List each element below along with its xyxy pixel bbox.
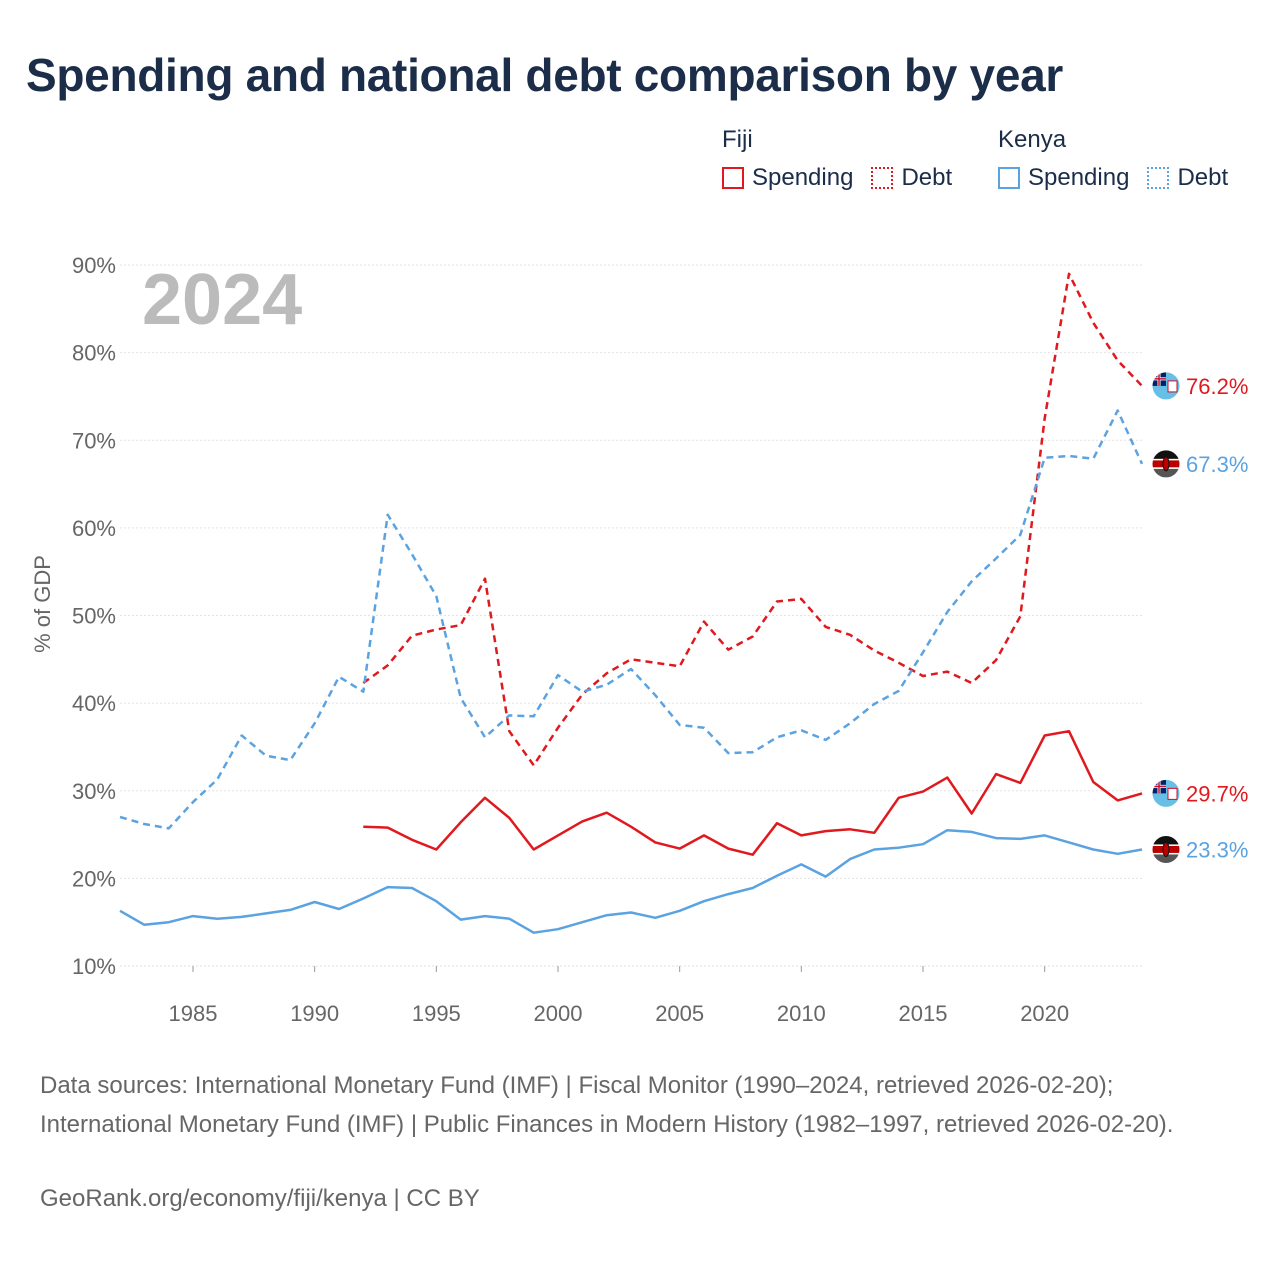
legend-label: Debt [1177,164,1229,191]
series-line-fiji-spending [363,729,1143,856]
y-axis: 10% 20% 30% 40% 50% 60% 70% 80% 90% [72,253,116,979]
chart-title: Spending and national debt comparison by… [26,49,1063,101]
x-tick-label: 2000 [534,1001,583,1026]
x-tick-label: 2020 [1020,1001,1069,1026]
legend-item-fiji-spending[interactable]: Spending [722,164,853,192]
y-tick-label: 10% [72,954,116,979]
legend-country-fiji: Fiji [722,126,753,153]
x-tick-label: 1995 [412,1001,461,1026]
line-chart: 10% 20% 30% 40% 50% 60% 70% 80% 90% 1985 1990 1995… [30,253,1248,1026]
y-tick-label: 50% [72,604,116,629]
end-value-label: 67.3% [1186,452,1248,477]
legend-fiji: Fiji Spending Debt [722,126,970,192]
y-axis-label: % of GDP [30,555,55,653]
x-tick-label: 2015 [899,1001,948,1026]
x-tick-label: 1990 [290,1001,339,1026]
x-tick-label: 2010 [777,1001,826,1026]
end-markers: 76.2% 67.3% 29.7% 23.3% [1151,371,1248,864]
legend-swatch-dotted [1147,167,1170,189]
legend-label: Spending [752,164,854,191]
x-tick-label: 1985 [169,1001,218,1026]
end-value-label: 23.3% [1186,837,1248,862]
y-tick-label: 60% [72,516,116,541]
y-tick-label: 70% [72,428,116,453]
kenya-flag-icon [1151,449,1181,479]
fiji-flag-icon [1151,371,1181,401]
year-watermark: 2024 [142,260,302,340]
end-value-label: 76.2% [1186,374,1248,399]
x-tick-label: 2005 [655,1001,704,1026]
y-tick-label: 30% [72,779,116,804]
end-value-label: 29.7% [1186,781,1248,806]
legend-item-kenya-debt[interactable]: Debt [1147,164,1228,192]
kenya-flag-icon [1151,834,1181,864]
x-axis: 1985 1990 1995 2000 2005 2010 2015 2020 [169,966,1069,1026]
series-line-fiji-debt [362,272,1143,767]
series-line-kenya-debt [119,409,1144,830]
series-lines [119,272,1144,934]
fiji-flag-icon [1151,778,1181,808]
legend-country-kenya: Kenya [998,126,1067,153]
grid-lines [120,264,1142,967]
legend-label: Spending [1028,164,1130,191]
y-tick-label: 40% [72,691,116,716]
series-line-kenya-spending [119,828,1143,934]
legend-kenya: Kenya Spending Debt [998,126,1228,192]
legend-swatch-solid [998,167,1020,189]
y-tick-label: 80% [72,341,116,366]
legend-item-kenya-spending[interactable]: Spending [998,164,1129,192]
legend-swatch-dotted [871,167,894,189]
data-sources: Data sources: International Monetary Fun… [40,1072,1174,1138]
credit-link[interactable]: GeoRank.org/economy/fiji/kenya | CC BY [40,1185,480,1212]
legend-label: Debt [901,164,953,191]
legend-swatch-solid [722,167,744,189]
y-tick-label: 90% [72,253,116,278]
y-tick-label: 20% [72,866,116,891]
legend-item-fiji-debt[interactable]: Debt [871,164,952,192]
